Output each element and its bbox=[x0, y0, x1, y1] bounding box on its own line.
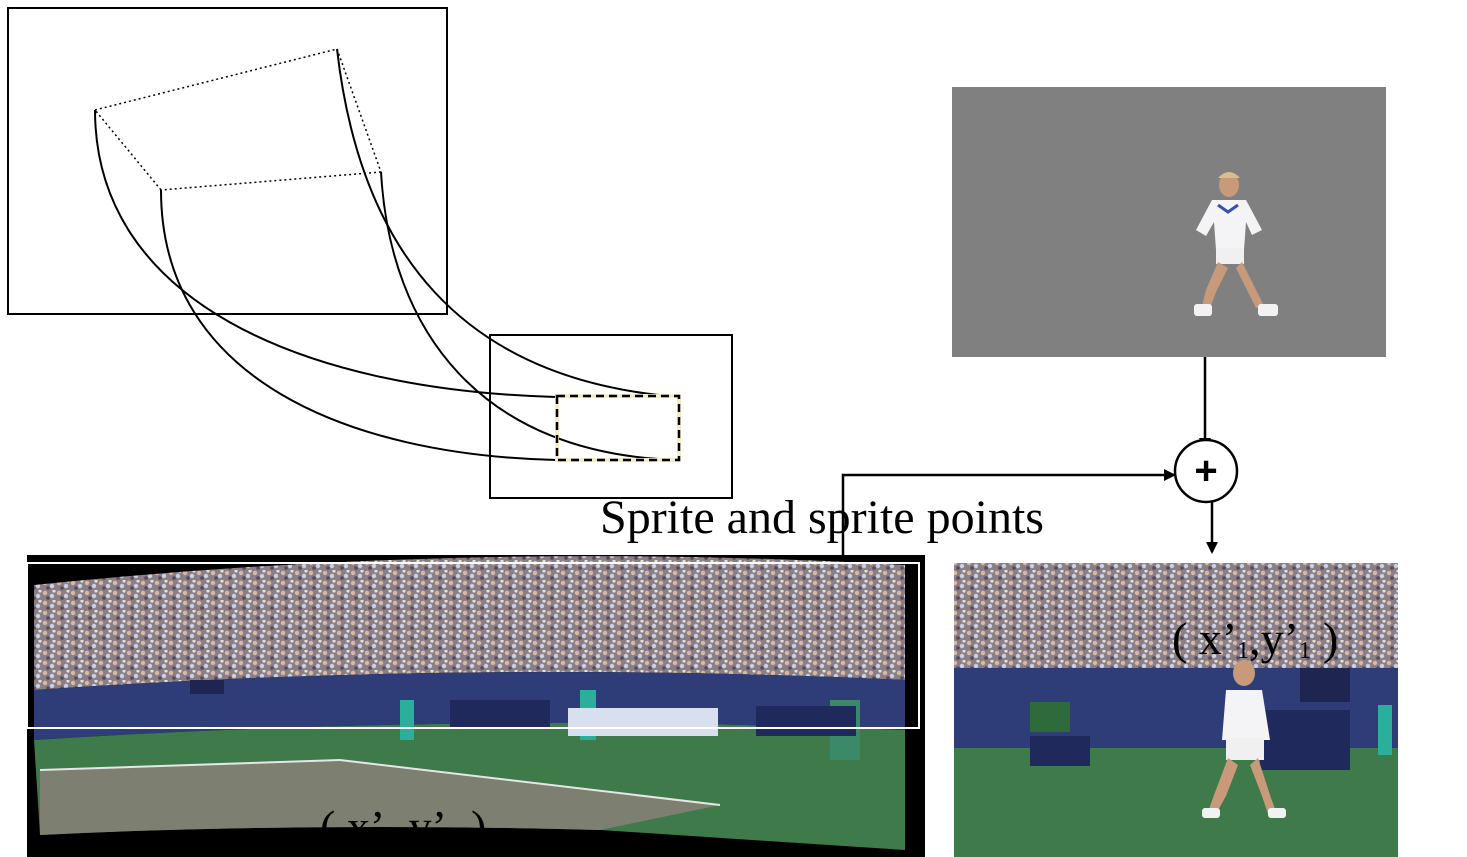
coord-y-subscript: 0 bbox=[446, 826, 459, 852]
player-figure bbox=[1194, 172, 1278, 316]
coord-close-paren: ) bbox=[1322, 613, 1339, 664]
coord-x-subscript: 0 bbox=[385, 826, 398, 852]
target-dashed-rect bbox=[555, 394, 681, 462]
coord-label-frame: ( x’1,y’1) bbox=[1172, 612, 1338, 665]
target-frame-rect bbox=[489, 334, 733, 499]
foreground-object-image bbox=[952, 87, 1386, 357]
coord-x-subscript: 1 bbox=[1237, 638, 1250, 664]
coord-y-symbol: ,y’ bbox=[397, 801, 447, 852]
composed-frame-image bbox=[954, 563, 1398, 857]
caption-sprite-and-sprite-points: Sprite and sprite points bbox=[600, 491, 1044, 544]
warp-curves bbox=[94, 48, 680, 461]
coord-close-paren: ) bbox=[470, 801, 487, 852]
coord-x-symbol: x’ bbox=[346, 801, 386, 852]
sum-symbol: + bbox=[1194, 449, 1217, 493]
sprite-region-outline bbox=[26, 562, 920, 729]
composed-player-figure bbox=[1202, 660, 1286, 818]
coord-open-paren: ( bbox=[1172, 613, 1188, 664]
sprite-panorama-image bbox=[27, 555, 925, 857]
arrow-sprite-to-sum bbox=[841, 469, 1176, 560]
coord-y-symbol: ,y’ bbox=[1249, 613, 1299, 664]
coord-x-symbol: x’ bbox=[1198, 613, 1238, 664]
coord-label-sprite: ( x’0,y’0) bbox=[320, 800, 486, 853]
target-dashed-rect-outline bbox=[555, 394, 681, 462]
coord-open-paren: ( bbox=[320, 801, 336, 852]
coord-y-subscript: 1 bbox=[1298, 638, 1311, 664]
dotted-quad bbox=[94, 48, 382, 191]
source-frame-rect bbox=[7, 7, 448, 315]
